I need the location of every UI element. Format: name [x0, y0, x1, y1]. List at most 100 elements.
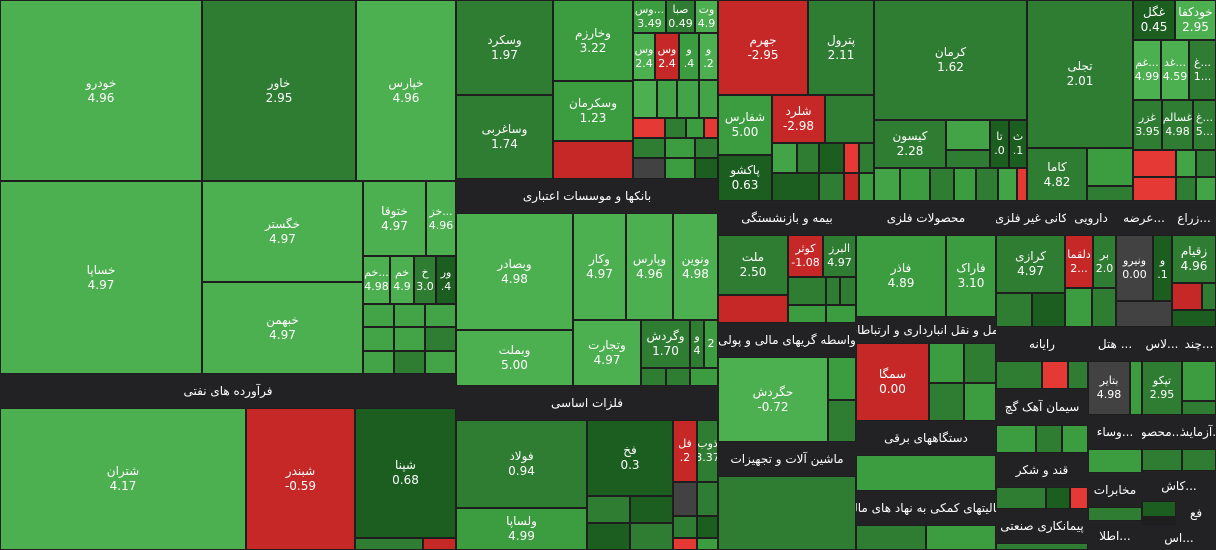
- tile-inv-small[interactable]: [633, 118, 665, 138]
- tile-khpars[interactable]: خپارس 4.96: [356, 0, 456, 181]
- tile-metal-small[interactable]: [630, 496, 673, 523]
- tile-dalghama[interactable]: دلقما 2...: [1065, 235, 1093, 288]
- tile-vpars[interactable]: وپارس 4.96: [626, 213, 673, 320]
- tile-ghsalem[interactable]: غسالم 4.98: [1162, 100, 1193, 150]
- tile-bank-small[interactable]: [690, 368, 718, 386]
- tile-multi-small[interactable]: [1182, 401, 1216, 415]
- tile-vaskerman[interactable]: وسکرمان 1.23: [553, 81, 633, 141]
- tile-ins-small[interactable]: [826, 305, 856, 323]
- tile-kerman-small[interactable]: [976, 168, 998, 201]
- tile-kerman-small[interactable]: [874, 168, 900, 201]
- tile-food-small[interactable]: [1196, 177, 1216, 201]
- tile-inv-small[interactable]: [699, 80, 718, 118]
- tile-khz[interactable]: خز... 4.96: [426, 181, 456, 256]
- tile-ins-red[interactable]: [718, 295, 788, 323]
- tile-ghazar[interactable]: غزر 3.95: [1133, 100, 1162, 150]
- tile-agri-red[interactable]: [1172, 283, 1202, 310]
- tile-pakshoo[interactable]: پاکشو 0.63: [718, 155, 772, 201]
- tile-sm-946[interactable]: [946, 120, 990, 150]
- tile-vat[interactable]: وت 4.9: [695, 0, 718, 33]
- tile-khavar[interactable]: خاور 2.95: [202, 0, 356, 181]
- tile-kerman-small[interactable]: [900, 168, 930, 201]
- tile-hotel-small[interactable]: [1130, 361, 1142, 415]
- tile-shetran[interactable]: شتران 4.17: [0, 408, 246, 550]
- tile-chem-small[interactable]: [819, 143, 844, 173]
- tile-inv-small[interactable]: [686, 118, 704, 138]
- tile-khm1[interactable]: خم... 4.98: [363, 256, 390, 304]
- tile-inv-small[interactable]: [633, 158, 665, 179]
- tile-kama[interactable]: کاما 4.82: [1027, 148, 1087, 201]
- tile-agri-small[interactable]: [1202, 283, 1216, 310]
- tile-mellat[interactable]: ملت 2.50: [718, 235, 788, 295]
- tile-trans-small[interactable]: [964, 343, 996, 383]
- tile-chem-small[interactable]: [844, 143, 859, 173]
- tile-prod-small[interactable]: [1142, 449, 1182, 471]
- tile-kh[interactable]: خ 3.0: [414, 256, 436, 304]
- tile-samga[interactable]: بتایر 4.98: [1088, 361, 1130, 415]
- tile-comp-small[interactable]: [1068, 361, 1088, 389]
- tile-chem-small[interactable]: [819, 173, 844, 201]
- tile-metal-small[interactable]: [587, 523, 630, 550]
- tile-cement-small[interactable]: [1062, 425, 1088, 453]
- tile-auto-small[interactable]: [363, 304, 394, 327]
- tile-cement-small[interactable]: [996, 425, 1036, 453]
- tile-ins-small[interactable]: [788, 305, 826, 323]
- tile-gh1[interactable]: غم... 4.99: [1133, 40, 1161, 100]
- tile-sugar-small[interactable]: [996, 487, 1046, 509]
- tile-auto-small[interactable]: [394, 327, 425, 351]
- tile-var[interactable]: ور .4: [436, 256, 456, 304]
- tile-comp-red[interactable]: [1042, 361, 1068, 389]
- tile-comp-small[interactable]: [996, 361, 1042, 389]
- tile-chem-small[interactable]: [772, 143, 797, 173]
- tile-kerman-small[interactable]: [930, 168, 954, 201]
- tile-vaniroo[interactable]: ونیرو 0.00: [1116, 235, 1153, 301]
- tile-metal-small[interactable]: [697, 538, 718, 550]
- tile-petrol[interactable]: پترول 2.11: [808, 0, 874, 95]
- tile-oil-small[interactable]: [423, 538, 456, 550]
- tile-vas3[interactable]: وس 2.4: [655, 33, 679, 80]
- tile-ins-small[interactable]: [840, 277, 856, 305]
- tile-auto-small[interactable]: [394, 351, 425, 374]
- tile-chem-small[interactable]: [797, 143, 819, 173]
- tile-vtejarat[interactable]: وتجارت 4.97: [573, 320, 641, 386]
- tile-contr-small[interactable]: [996, 543, 1088, 550]
- tile-fazar[interactable]: فاذر 4.89: [856, 235, 946, 317]
- tile-khsapa[interactable]: خساپا 4.97: [0, 181, 202, 374]
- tile-foolad[interactable]: فخ 0.3: [587, 420, 673, 496]
- tile-bank-small[interactable]: [641, 368, 666, 386]
- tile-metal-small[interactable]: [587, 496, 630, 523]
- tile-nm-small[interactable]: [1032, 293, 1065, 327]
- tile-food-small[interactable]: [1133, 150, 1176, 177]
- tile-inv-small[interactable]: [633, 138, 665, 158]
- tile-bank-2[interactable]: 2: [704, 320, 718, 368]
- tile-elec-small[interactable]: [856, 455, 996, 491]
- tile-vas2[interactable]: وس 2.4: [633, 33, 655, 80]
- tile-retail-v[interactable]: و .1: [1153, 235, 1172, 301]
- tile-kesvan[interactable]: کیسون 2.28: [874, 120, 946, 168]
- tile-khbahman[interactable]: خبهمن 4.97: [202, 282, 363, 374]
- tile-gegol[interactable]: غگل 0.45: [1133, 0, 1175, 40]
- tile-farak[interactable]: فاراک 3.10: [946, 235, 996, 317]
- tile-khtooqa[interactable]: ختوقا 4.97: [363, 181, 426, 256]
- tile-vaskard[interactable]: وسکرد 1.97: [456, 0, 553, 95]
- tile-inv-small[interactable]: [677, 80, 699, 118]
- tile-sugar-small[interactable]: [1046, 487, 1070, 509]
- tile-auto-small[interactable]: [363, 327, 394, 351]
- tile-fin-small[interactable]: [828, 400, 856, 442]
- tile-fal[interactable]: ذوب3.37: [697, 420, 718, 482]
- tile-kerman-small[interactable]: [998, 168, 1017, 201]
- tile-batayer[interactable]: تپکو 2.95: [1142, 361, 1182, 415]
- tile-food-small[interactable]: [1196, 150, 1216, 177]
- tile-kerman-small[interactable]: [946, 150, 990, 168]
- tile-khodkafa[interactable]: خودکفا 2.95: [1175, 0, 1216, 40]
- tile-gh4[interactable]: غ... 5...: [1193, 100, 1216, 150]
- tile-karazi[interactable]: کرازی 4.97: [996, 235, 1065, 293]
- tile-trans-small[interactable]: [929, 343, 964, 383]
- tile-sugar-red[interactable]: [1070, 487, 1088, 509]
- tile-inv-small[interactable]: [695, 138, 718, 158]
- tile-lab-small[interactable]: [1182, 449, 1216, 471]
- tile-fakh[interactable]: فل .2: [673, 420, 697, 482]
- tile-auto-small[interactable]: [394, 304, 425, 327]
- tile-inv-small[interactable]: [665, 118, 686, 138]
